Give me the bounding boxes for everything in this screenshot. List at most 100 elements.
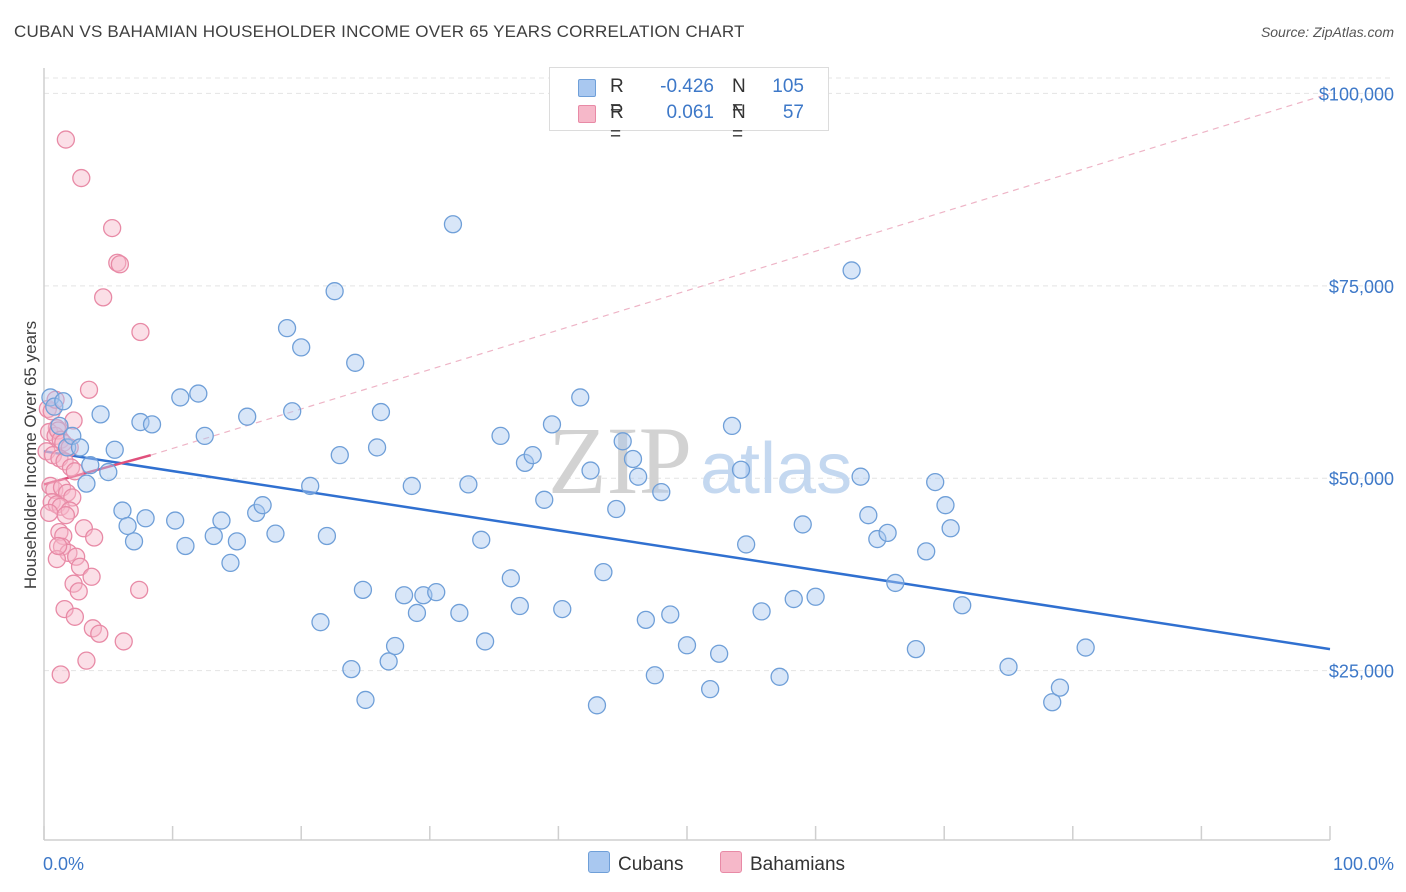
cubans-point — [142, 415, 162, 434]
bottom-legend-bahamians-label: Bahamians — [750, 854, 846, 875]
y-tick-label: $75,000 — [1329, 277, 1394, 297]
cubans-point — [189, 384, 208, 403]
cubans-point — [793, 515, 812, 534]
bahamians-point — [77, 651, 96, 670]
bahamians-point — [103, 218, 122, 238]
cubans-point — [221, 553, 240, 573]
cubans-point — [851, 467, 870, 486]
cubans-point — [277, 319, 297, 338]
cubans-point — [472, 530, 491, 549]
cubans-point — [731, 460, 751, 479]
bahamians-point — [47, 549, 67, 569]
cubans-point — [501, 569, 520, 588]
bahamians-point — [114, 632, 133, 651]
cubans-point — [124, 532, 144, 551]
bahamians-point — [69, 582, 88, 601]
cubans-point — [645, 666, 664, 685]
gridlines — [44, 77, 1394, 672]
cubans-point — [677, 636, 697, 655]
cubans-point — [661, 605, 680, 624]
cubans-point — [700, 679, 720, 699]
y-axis-label: Householder Income Over 65 years — [21, 321, 40, 589]
cubans-point — [311, 613, 330, 632]
cubans-point — [613, 432, 632, 451]
cubans-point — [510, 596, 529, 616]
cubans-point — [710, 644, 729, 663]
cubans-point — [325, 282, 344, 301]
cubans-point — [227, 532, 247, 551]
cubans-point — [91, 405, 110, 424]
cubans-point — [594, 562, 613, 582]
cubans-point — [636, 610, 655, 630]
cubans-point — [81, 456, 100, 475]
y-tick-label: $50,000 — [1329, 469, 1394, 489]
cubans-point — [722, 416, 742, 436]
bahamians-swatch — [578, 105, 596, 123]
cubans-point — [917, 542, 936, 561]
legend-n-label: N = — [732, 102, 746, 145]
cubans-point — [515, 453, 535, 472]
bahamians-point — [130, 580, 149, 599]
x-tick-label-end: 100.0% — [1333, 854, 1394, 874]
cubans-point — [113, 501, 132, 520]
cubans-point — [784, 589, 803, 609]
cubans-swatch — [588, 851, 610, 873]
cubans-point — [859, 506, 878, 525]
cubans-point — [623, 449, 643, 469]
watermark-atlas: atlas — [700, 429, 852, 509]
bahamians-point — [64, 411, 83, 430]
chart-title: CUBAN VS BAHAMIAN HOUSEHOLDER INCOME OVE… — [14, 22, 745, 41]
bahamians-point — [39, 503, 59, 523]
cubans-point — [292, 338, 311, 357]
cubans-swatch — [578, 79, 596, 97]
legend-r-value-bahamians: 0.061 — [666, 102, 714, 123]
cubans-point — [752, 602, 771, 621]
bahamians-point — [90, 624, 109, 643]
cubans-point — [204, 526, 223, 546]
cubans-point — [581, 461, 600, 480]
cubans-point — [238, 407, 257, 426]
bahamians-point — [79, 380, 99, 399]
cubans-trend-line — [43, 450, 1331, 651]
bahamians-point — [51, 665, 70, 684]
cubans-point — [450, 603, 469, 623]
legend-n-value-cubans: 105 — [772, 76, 804, 97]
cubans-point — [587, 696, 607, 715]
cubans-points — [41, 215, 1095, 715]
cubans-point — [212, 511, 231, 530]
legend-n-value-bahamians: 57 — [782, 102, 804, 123]
bahamians-trend-extension — [150, 92, 1331, 456]
cubans-point — [317, 526, 337, 546]
cubans-point — [195, 426, 214, 446]
cubans-point — [906, 639, 926, 659]
cubans-point — [131, 412, 150, 432]
bahamians-point — [94, 288, 113, 307]
source-label: Source: ZipAtlas.com — [1260, 24, 1394, 40]
watermark: ZIP atlas — [548, 407, 852, 514]
cubans-point — [737, 535, 756, 554]
cubans-point — [886, 573, 905, 593]
bahamians-point — [74, 519, 94, 538]
cubans-point — [77, 474, 96, 493]
cubans-point — [283, 402, 302, 421]
bahamians-point — [56, 506, 76, 525]
bahamians-point — [85, 528, 104, 547]
cubans-point — [136, 509, 155, 528]
cubans-point — [628, 467, 648, 486]
bahamians-points — [37, 130, 150, 684]
cubans-point — [535, 490, 554, 509]
cubans-point — [571, 388, 590, 407]
x-tick-label-start: 0.0% — [43, 854, 84, 874]
legend-r-label: R = — [610, 102, 624, 145]
cubans-point — [50, 416, 69, 436]
cubans-point — [953, 596, 972, 615]
bottom-legend-cubans: Cubans — [588, 851, 684, 876]
bahamians-point — [131, 322, 150, 342]
legend-r-label: R = — [610, 76, 624, 119]
cubans-point — [45, 397, 64, 416]
bahamians-point — [82, 567, 101, 586]
bahamians-point — [67, 547, 86, 566]
cubans-point — [770, 667, 789, 686]
legend-n-label: N = — [732, 76, 746, 119]
